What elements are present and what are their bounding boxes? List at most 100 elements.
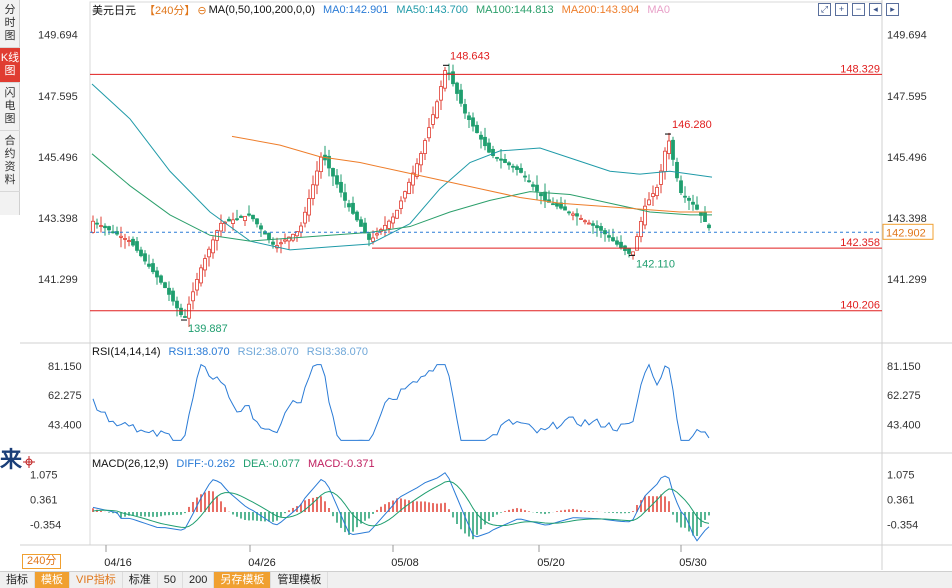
candle-body [503,158,507,163]
candle-body [703,212,707,222]
chart-canvas[interactable]: 148.329 142.358 140.206 142.902 148.643 146.… [0,0,952,570]
tab-timeshare[interactable]: 分时图 [0,0,20,48]
candle-body [175,300,179,309]
candle-body [247,213,251,216]
candle-body [291,233,295,241]
candle-body [363,222,367,234]
fullscreen-icon[interactable]: ⤢ [818,3,831,16]
candle-body [407,181,411,195]
candle-body [523,175,527,178]
scroll-right-icon[interactable]: ▸ [886,3,899,16]
candle-body [667,140,671,154]
param-50-button[interactable]: 50 [158,572,183,588]
candle-body [131,238,135,246]
ma200-line [231,135,712,213]
candle-body [479,134,483,140]
zoom-out-icon[interactable]: − [852,3,865,16]
candle-body [575,213,579,217]
settings-icon[interactable]: ⊖ [197,4,207,17]
candle-body [647,199,651,206]
period-label[interactable]: 【240分】 [144,5,196,17]
rsi-tick-right: 81.150 [887,361,921,373]
low1-label: 139.887 [188,323,228,335]
tab-contract-info[interactable]: 合约资料 [0,131,20,192]
candle-body [319,156,323,173]
symbol-name: 美元日元 [92,5,136,17]
price-tick-left: 143.398 [38,213,78,225]
candle-body [123,238,127,240]
candle-body [367,233,371,240]
candle-body [463,104,467,114]
vip-indicator-button[interactable]: VIP指标 [70,572,123,588]
candle-body [399,200,403,209]
macd-tick-left: 1.075 [30,469,58,481]
manage-template-button[interactable]: 管理模板 [271,572,329,588]
macd-header: MACD(26,12,9) DIFF:-0.262 DEA:-0.077 MAC… [92,458,383,470]
candle-body [387,220,391,229]
macd-tick-left: 0.361 [30,494,58,506]
price-tick-right: 143.398 [887,213,927,225]
candle-body [355,211,359,221]
candle-body [487,142,491,153]
candle-body [683,195,687,198]
candle-body [691,201,695,205]
rsi-panel: 81.150 81.150 62.275 62.275 43.400 43.400 [48,361,921,441]
candle-body [203,258,207,271]
date-label: 05/20 [537,557,565,569]
period-selector[interactable]: 240分 [22,554,62,569]
candle-body [391,216,395,224]
candle-body [263,231,267,235]
candle-body [351,202,355,214]
candle-body [283,239,287,242]
template-button[interactable]: 模板 [35,572,70,588]
candle-body [95,222,99,225]
candle-body [339,181,343,193]
candle-body [327,155,331,169]
crosshair-icon[interactable] [23,456,35,468]
candle-body [607,235,611,238]
zoom-in-icon[interactable]: + [835,3,848,16]
candle-body [423,140,427,154]
candle-body [659,170,663,185]
plot-border [89,1,883,546]
candle-body [511,165,515,168]
candle-body [707,224,711,229]
param-200-button[interactable]: 200 [183,572,215,588]
candle-body [359,219,363,227]
candle-body [115,231,119,235]
rsi-tick-left: 43.400 [48,419,82,431]
candle-body [343,192,347,201]
candle-body [551,203,555,206]
candle-body [579,217,583,220]
candle-body [239,215,243,218]
standard-button[interactable]: 标准 [123,572,158,588]
candle-body [515,166,519,170]
rsi1-value: RSI1:38.070 [168,346,230,358]
macd-tick-left: -0.354 [30,519,61,531]
tab-flash[interactable]: 闪电图 [0,83,20,131]
candle-body [499,158,503,161]
candle-body [335,175,339,185]
candle-body [127,240,131,242]
candle-body [395,209,399,219]
macd-tick-right: 1.075 [887,469,915,481]
candle-body [543,191,547,201]
candle-body [99,225,103,227]
indicator-button[interactable]: 指标 [0,572,35,588]
date-label: 04/26 [248,557,276,569]
tab-kline[interactable]: K线图 [0,48,20,83]
ma0b-value: MA0 [647,4,670,16]
candle-body [91,220,95,233]
candle-body [375,233,379,236]
candle-body [243,215,247,221]
side-tab-bar: 分时图 K线图 闪电图 合约资料 [0,0,20,215]
candle-body [371,237,375,242]
price-tick-right: 141.299 [887,274,927,286]
save-template-button[interactable]: 另存模板 [214,572,272,588]
candle-body [527,180,531,183]
candle-body [679,180,683,194]
candle-body [491,148,495,156]
candle-body [287,236,291,242]
candle-body [651,193,655,197]
